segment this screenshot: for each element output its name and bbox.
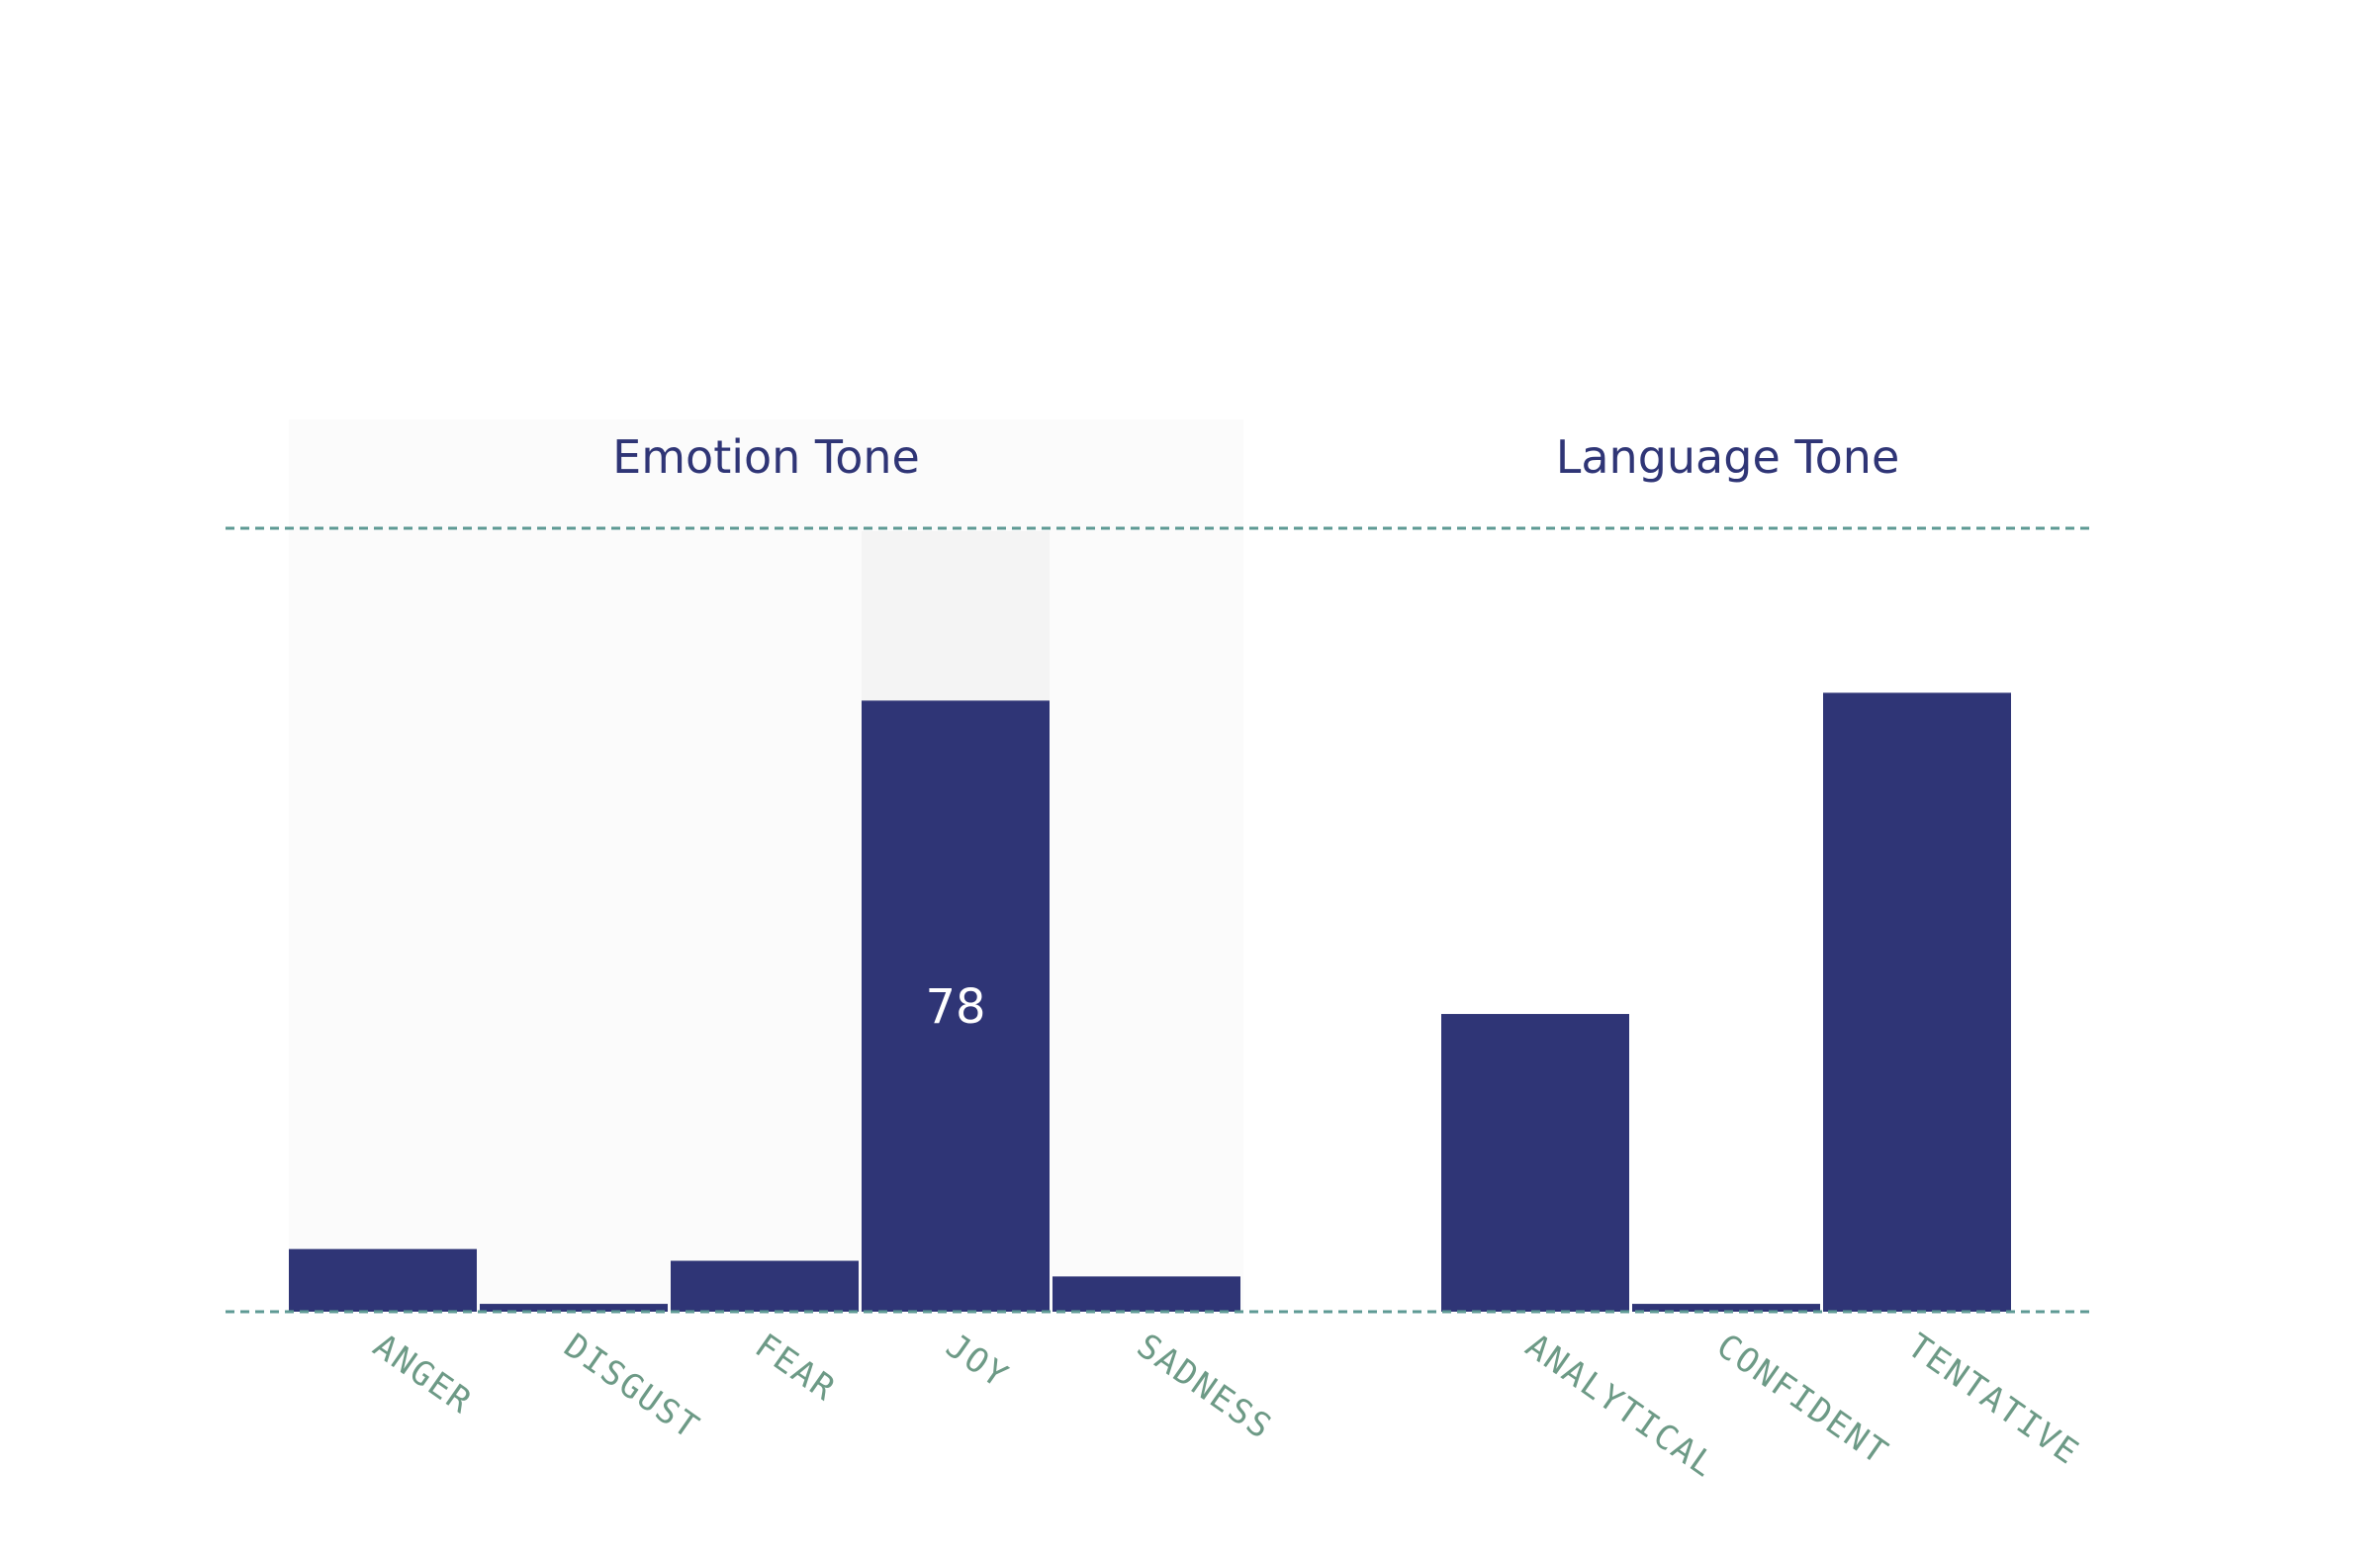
bar-joy[interactable] — [862, 700, 1050, 1312]
bar-confident[interactable] — [1632, 1304, 1820, 1312]
bar-sadness[interactable] — [1053, 1276, 1240, 1312]
tick-label-joy: JOY — [939, 1327, 1016, 1397]
value-label-joy: 78 — [925, 979, 985, 1035]
tick-label-tentative: TENTATIVE — [1900, 1327, 2087, 1474]
group-titles: Emotion Tone Language Tone — [612, 430, 1899, 484]
tick-label-anger: ANGER — [366, 1327, 480, 1422]
bar-tentative[interactable] — [1823, 692, 2011, 1312]
emotion-tone-title: Emotion Tone — [612, 430, 920, 484]
category-labels: ANGER DISGUST FEAR JOY SADNESS ANALYTICALCONF… — [366, 1327, 2087, 1487]
emotion-tone-group-highlight — [289, 419, 1243, 1312]
tick-label-fear: FEAR — [748, 1327, 844, 1410]
group-highlight-layer — [289, 419, 1243, 1312]
bar-analytical[interactable] — [1441, 1014, 1629, 1312]
bar-disgust[interactable] — [480, 1304, 668, 1312]
language-tone-title: Language Tone — [1556, 430, 1900, 484]
bar-anger[interactable] — [289, 1248, 477, 1312]
bar-fear[interactable] — [671, 1260, 859, 1312]
tick-label-confident: CONFIDENT — [1709, 1327, 1896, 1474]
bars-layer — [289, 692, 2011, 1312]
tick-label-disgust: DISGUST — [557, 1327, 707, 1448]
tick-label-sadness: SADNESS — [1130, 1327, 1280, 1448]
tick-label-analytical: ANALYTICAL — [1518, 1327, 1723, 1487]
value-labels: 78 — [925, 979, 985, 1035]
